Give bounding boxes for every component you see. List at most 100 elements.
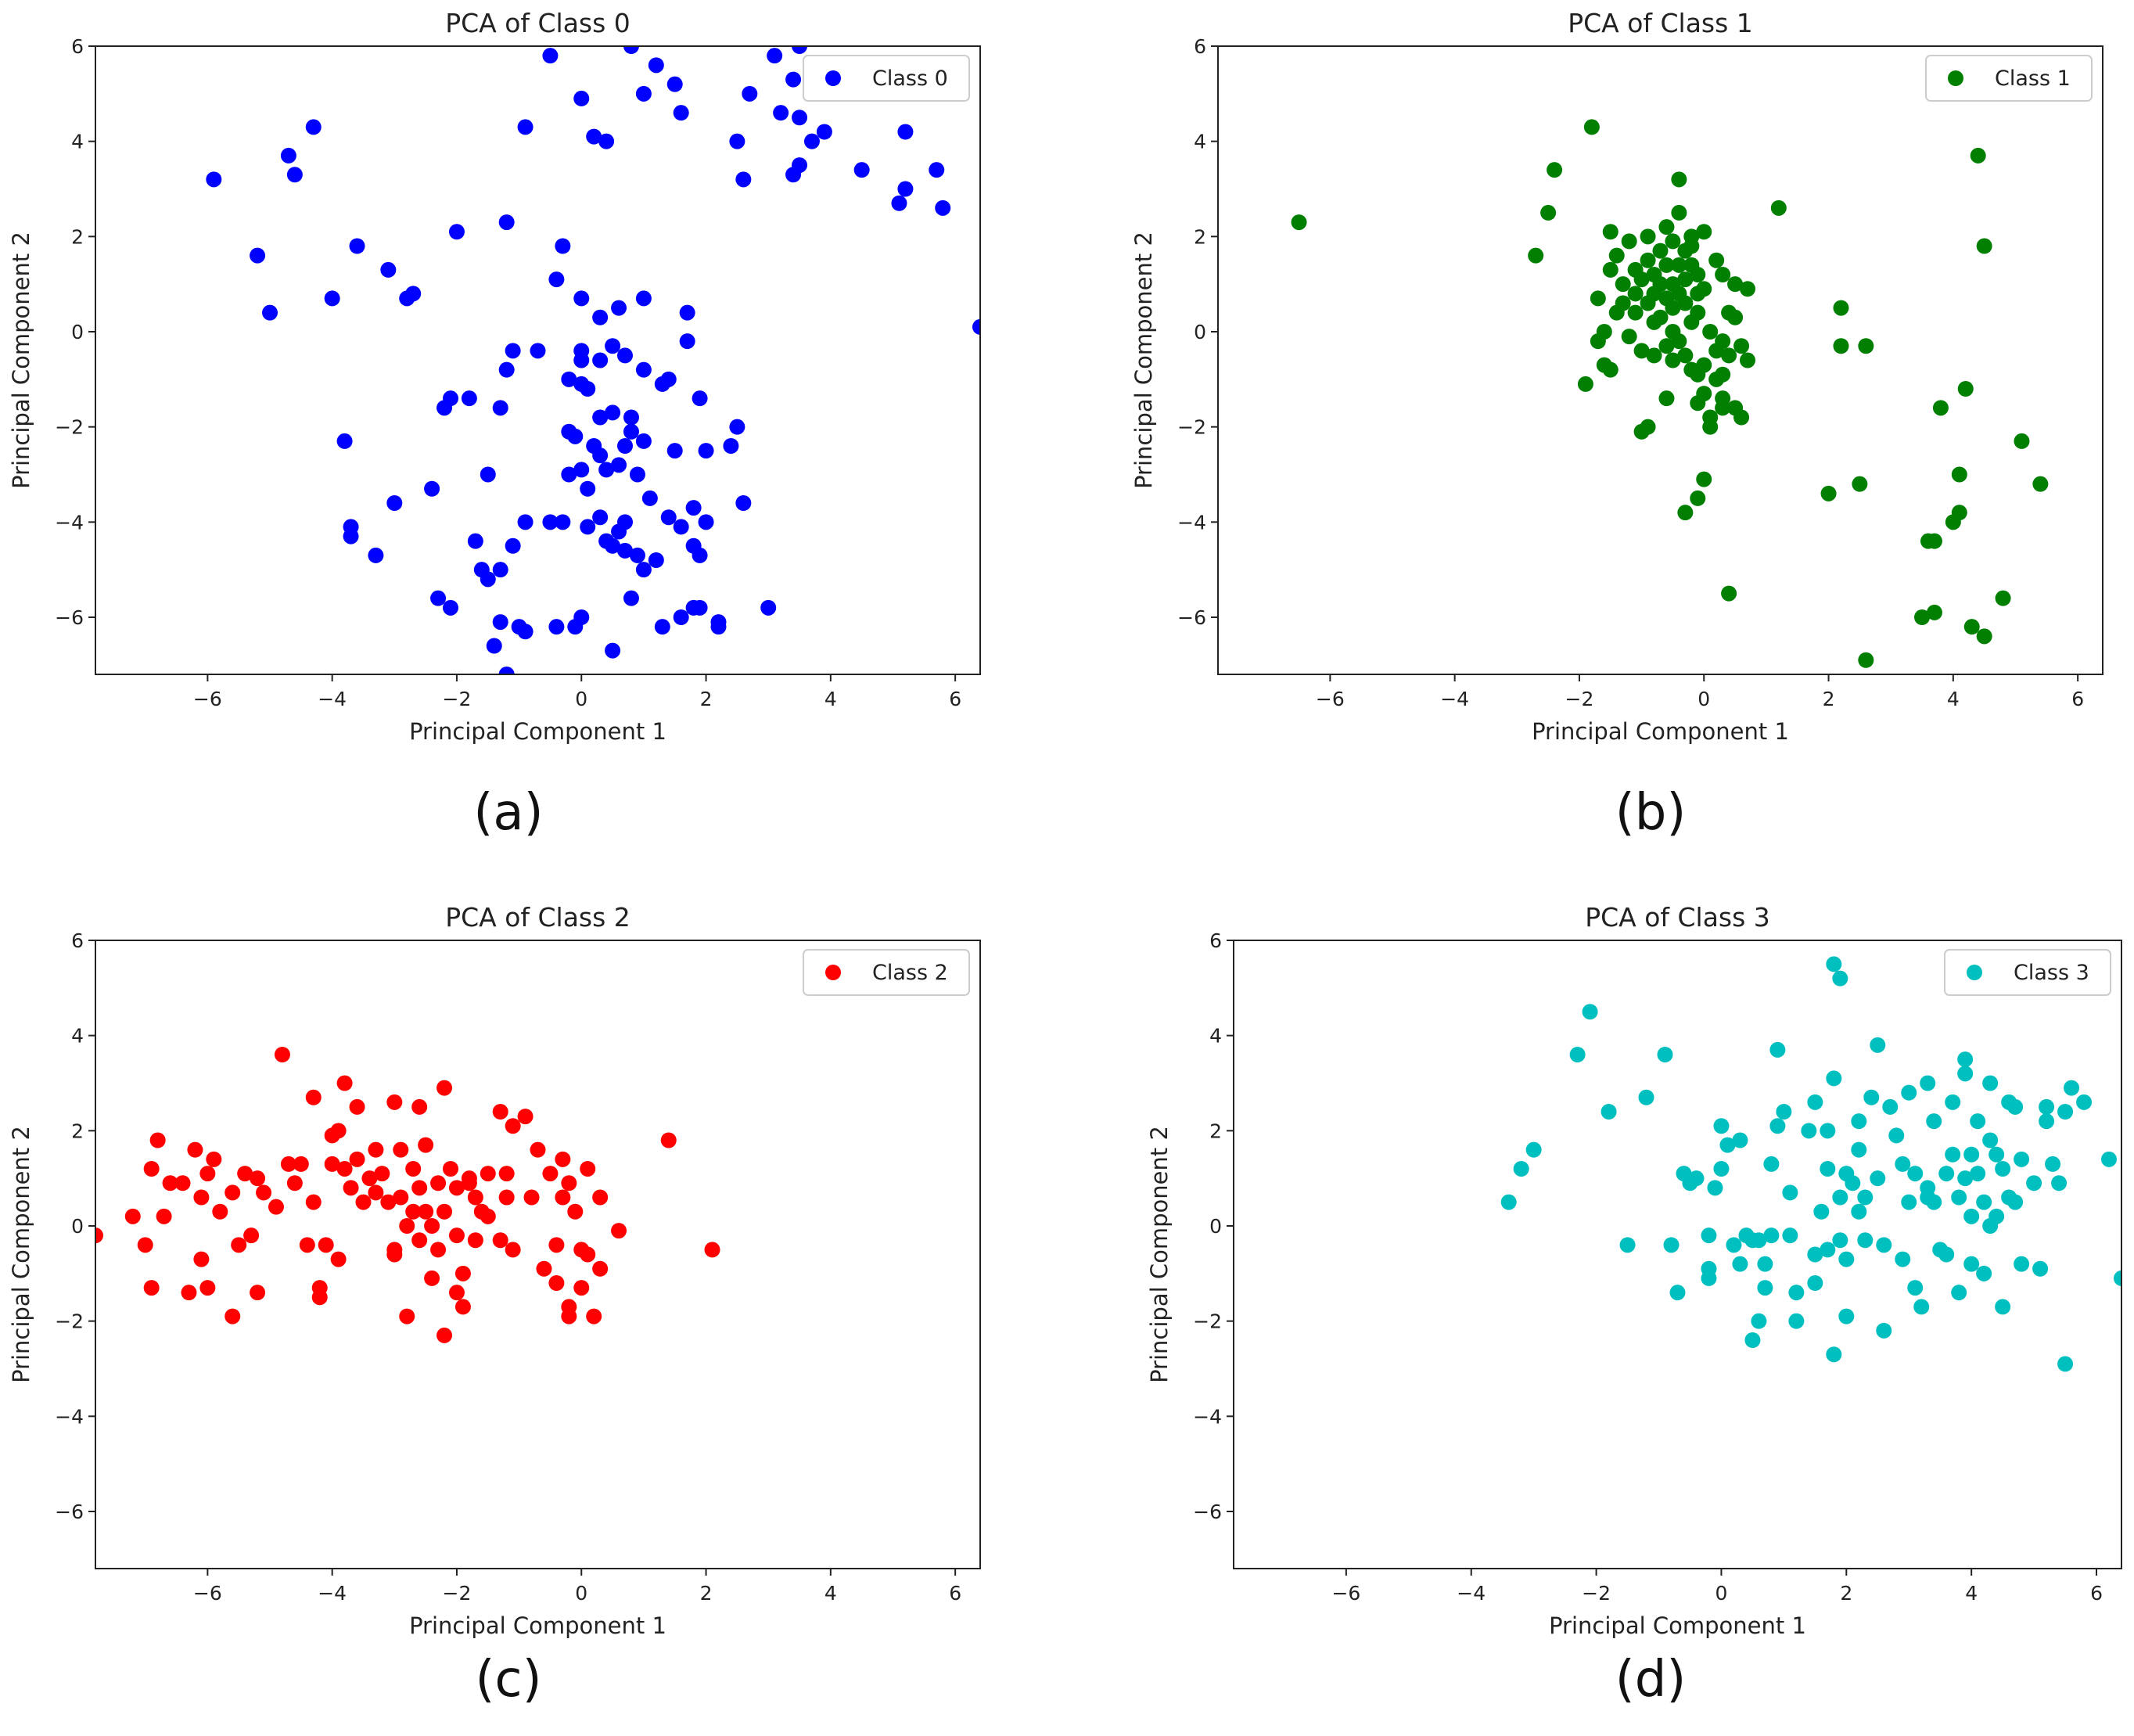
data-point bbox=[735, 171, 752, 188]
data-point bbox=[698, 443, 714, 459]
data-point bbox=[1732, 1132, 1748, 1148]
data-point bbox=[1976, 1194, 1992, 1210]
data-point bbox=[143, 1161, 160, 1177]
data-point bbox=[1820, 1161, 1836, 1177]
data-point bbox=[1652, 243, 1669, 259]
data-point bbox=[1788, 1313, 1805, 1329]
data-point bbox=[1528, 247, 1544, 264]
data-point bbox=[1769, 1118, 1786, 1134]
y-tick-label: 0 bbox=[1209, 1215, 1222, 1238]
data-point bbox=[1600, 1104, 1617, 1120]
data-point bbox=[605, 642, 621, 659]
data-point bbox=[330, 1123, 347, 1139]
data-point bbox=[1769, 1041, 1786, 1058]
data-point bbox=[1721, 585, 1737, 602]
data-point bbox=[611, 457, 627, 473]
x-tick-label: 0 bbox=[575, 1582, 587, 1605]
data-point bbox=[137, 1237, 153, 1253]
data-point bbox=[1602, 224, 1618, 240]
y-tick-label: −6 bbox=[1177, 606, 1206, 629]
data-point bbox=[243, 1227, 260, 1244]
data-point bbox=[517, 514, 534, 530]
data-point bbox=[542, 48, 559, 64]
data-point bbox=[2057, 1356, 2074, 1372]
data-point bbox=[605, 537, 621, 554]
x-axis-label: Principal Component 1 bbox=[1549, 1612, 1806, 1639]
x-tick-label: −2 bbox=[443, 1582, 472, 1605]
data-point bbox=[1696, 224, 1712, 240]
data-point bbox=[174, 1175, 191, 1191]
data-point bbox=[1982, 1075, 1999, 1091]
data-point bbox=[274, 1047, 290, 1062]
data-point bbox=[2032, 1260, 2049, 1277]
y-tick-label: −6 bbox=[1193, 1501, 1222, 1523]
data-point bbox=[1513, 1161, 1529, 1177]
data-point bbox=[592, 352, 609, 368]
data-point bbox=[250, 247, 266, 264]
data-point bbox=[573, 609, 590, 625]
data-point bbox=[567, 1203, 584, 1220]
data-point bbox=[1658, 257, 1675, 273]
data-point bbox=[580, 1246, 596, 1263]
data-point bbox=[411, 1098, 428, 1115]
data-point bbox=[454, 1299, 471, 1315]
data-point bbox=[1671, 333, 1687, 350]
data-point bbox=[448, 224, 465, 240]
x-tick-label: 2 bbox=[700, 1582, 713, 1605]
data-point bbox=[1926, 533, 1942, 549]
data-point bbox=[573, 352, 590, 368]
x-tick-label: 4 bbox=[1947, 688, 1960, 710]
data-point bbox=[1863, 1089, 1880, 1105]
y-tick-label: 4 bbox=[71, 131, 84, 153]
x-tick-label: 6 bbox=[949, 688, 961, 710]
data-point bbox=[349, 1098, 365, 1115]
data-point bbox=[1658, 390, 1675, 407]
data-point bbox=[1876, 1322, 1892, 1339]
data-point bbox=[1665, 300, 1681, 316]
data-point bbox=[623, 409, 639, 426]
x-axis-label: Principal Component 1 bbox=[409, 718, 666, 745]
data-point bbox=[792, 157, 808, 174]
y-tick-label: 4 bbox=[1209, 1025, 1222, 1048]
x-axis-label: Principal Component 1 bbox=[1532, 718, 1789, 745]
data-point bbox=[1858, 652, 1874, 668]
y-tick-label: −6 bbox=[55, 606, 84, 629]
x-tick-label: 6 bbox=[2090, 1582, 2103, 1605]
data-point bbox=[368, 1141, 384, 1158]
data-point bbox=[1727, 309, 1744, 325]
data-point bbox=[1719, 1137, 1736, 1153]
chart-title: PCA of Class 3 bbox=[1585, 902, 1770, 933]
data-point bbox=[1582, 1004, 1598, 1020]
data-point bbox=[286, 1175, 303, 1191]
data-point bbox=[580, 480, 596, 497]
data-point bbox=[1982, 1132, 1999, 1148]
data-point bbox=[729, 133, 745, 149]
axes-frame bbox=[95, 45, 981, 675]
data-point bbox=[1657, 1047, 1673, 1062]
data-point bbox=[436, 1203, 453, 1220]
data-point bbox=[486, 638, 502, 654]
data-point bbox=[1291, 214, 1307, 231]
data-point bbox=[424, 480, 440, 497]
data-point bbox=[1707, 1180, 1723, 1196]
data-point bbox=[1602, 361, 1618, 378]
data-point bbox=[1895, 1156, 1911, 1172]
data-point bbox=[673, 609, 689, 625]
data-point bbox=[343, 1180, 359, 1196]
scatter-points bbox=[1291, 119, 2049, 668]
data-point bbox=[199, 1166, 216, 1182]
x-tick-label: 2 bbox=[1840, 1582, 1852, 1605]
data-point bbox=[1701, 1260, 1717, 1277]
data-point bbox=[1652, 276, 1669, 293]
data-point bbox=[1569, 1047, 1586, 1062]
data-point bbox=[498, 214, 515, 231]
y-tick-label: 2 bbox=[1209, 1120, 1222, 1142]
data-point bbox=[1926, 1113, 1942, 1130]
data-point bbox=[225, 1308, 241, 1324]
y-tick-label: 0 bbox=[1194, 321, 1206, 343]
data-point bbox=[617, 542, 634, 559]
legend-marker bbox=[1967, 965, 1982, 980]
x-tick-label: 6 bbox=[949, 1582, 961, 1605]
data-point bbox=[405, 1161, 422, 1177]
data-point bbox=[592, 409, 609, 426]
